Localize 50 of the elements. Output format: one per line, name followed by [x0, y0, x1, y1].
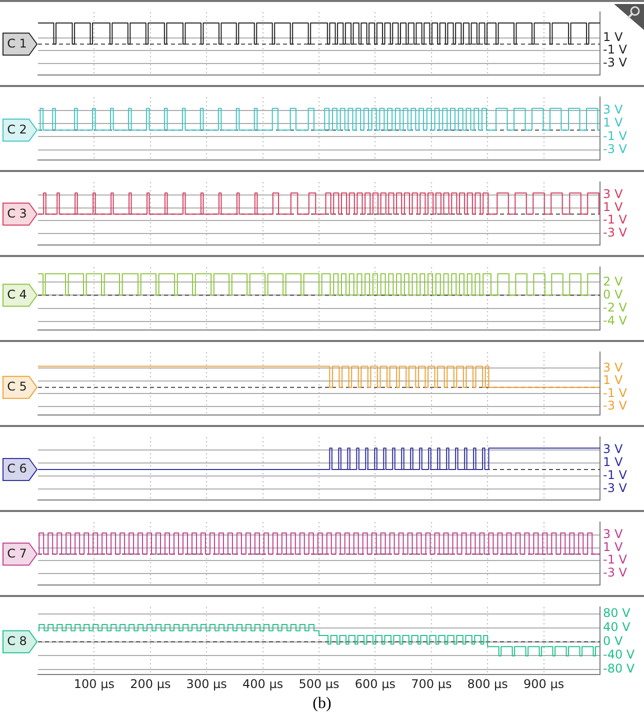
y-tick-label: -3 V [603, 55, 628, 70]
x-tick-label: 200 µs [130, 676, 171, 691]
text: (b) [312, 695, 332, 713]
y-tick-label: 3 V [603, 187, 624, 202]
series-label: C 2 [7, 122, 27, 136]
x-tick-label: 900 µs [523, 676, 564, 691]
y-tick-label: 1 V [603, 30, 624, 44]
series-label: C 6 [7, 462, 27, 476]
y-tick-label: 0 V [603, 634, 624, 648]
y-tick-label: 80 V [603, 606, 632, 620]
y-tick-label: -3 V [603, 398, 628, 413]
series-label: C 8 [7, 634, 27, 648]
series-label: C 5 [7, 379, 27, 394]
y-tick-label: 1 V [603, 540, 624, 554]
y-tick-label: 3 V [603, 360, 624, 374]
y-tick-label: -2 V [603, 300, 628, 314]
x-tick-label: 500 µs [298, 676, 340, 691]
x-tick-label: 400 µs [242, 676, 284, 691]
y-tick-label: 3 V [603, 527, 624, 542]
y-tick-label: -3 V [603, 480, 628, 495]
y-tick-label: 3 V [603, 102, 624, 117]
y-tick-label: -80 V [603, 662, 636, 676]
y-tick-label: -1 V [603, 42, 628, 57]
y-tick-label: -40 V [603, 648, 636, 662]
y-tick-label: 40 V [603, 620, 632, 634]
y-tick-label: -1 V [603, 552, 628, 567]
y-tick-label: 1 V [603, 455, 624, 470]
x-tick-label: 800 µs [467, 676, 508, 691]
y-tick-label: 1 V [603, 116, 624, 130]
series-label: C 3 [7, 206, 27, 220]
x-tick-label: 700 µs [411, 676, 452, 691]
y-tick-label: 3 V [603, 442, 624, 456]
y-tick-label: -3 V [603, 225, 628, 240]
y-tick-label: -1 V [603, 128, 628, 143]
x-tick-label: 300 µs [186, 676, 227, 691]
y-tick-label: 0 V [603, 287, 624, 302]
series-label: C 4 [7, 287, 27, 302]
series-label: C 7 [7, 546, 27, 560]
y-tick-label: -3 V [603, 142, 628, 156]
y-tick-label: -3 V [603, 565, 628, 580]
y-tick-label: 1 V [603, 373, 624, 388]
series-label: C 1 [7, 36, 27, 50]
y-tick-label: -1 V [603, 386, 628, 400]
y-tick-label: -1 V [603, 468, 628, 482]
y-tick-label: -4 V [603, 313, 628, 328]
x-tick-label: 100 µs [74, 676, 115, 691]
x-tick-label: 600 µs [354, 676, 396, 691]
y-tick-label: -1 V [603, 212, 628, 227]
y-tick-label: 1 V [603, 200, 624, 214]
y-tick-label: 2 V [603, 274, 624, 288]
